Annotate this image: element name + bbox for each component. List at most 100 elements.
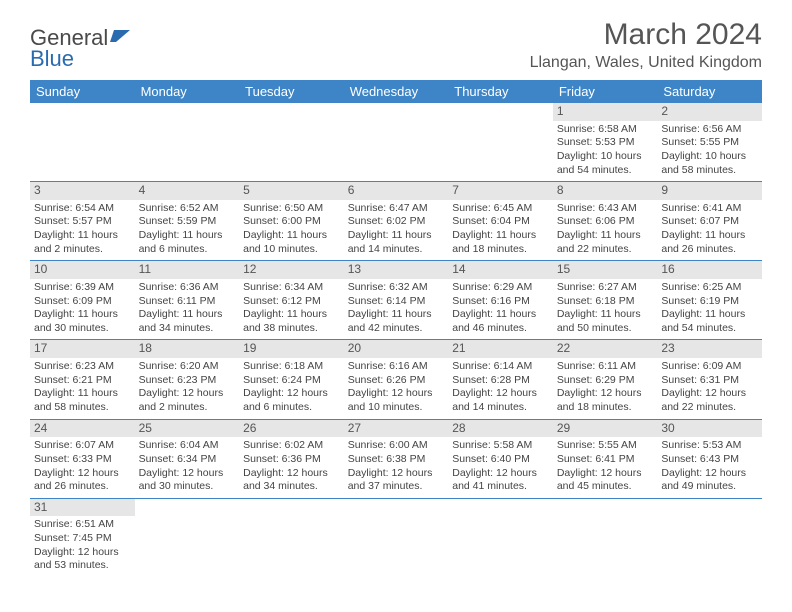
- day-info: Sunrise: 6:45 AMSunset: 6:04 PMDaylight:…: [452, 202, 549, 257]
- sunrise-text: Sunrise: 5:53 AM: [661, 439, 758, 453]
- sunrise-text: Sunrise: 6:43 AM: [557, 202, 654, 216]
- sunset-text: Sunset: 5:55 PM: [661, 136, 758, 150]
- day-number: 18: [135, 340, 240, 358]
- sunrise-text: Sunrise: 6:16 AM: [348, 360, 445, 374]
- sunrise-text: Sunrise: 6:20 AM: [139, 360, 236, 374]
- sunrise-text: Sunrise: 6:52 AM: [139, 202, 236, 216]
- location: Llangan, Wales, United Kingdom: [530, 54, 762, 72]
- day-info: Sunrise: 6:16 AMSunset: 6:26 PMDaylight:…: [348, 360, 445, 415]
- daylight-text: Daylight: 10 hours and 58 minutes.: [661, 150, 758, 177]
- sunrise-text: Sunrise: 6:29 AM: [452, 281, 549, 295]
- calendar-day-cell: 12Sunrise: 6:34 AMSunset: 6:12 PMDayligh…: [239, 261, 344, 340]
- header: General March 2024 Llangan, Wales, Unite…: [30, 18, 762, 72]
- day-number: 13: [344, 261, 449, 279]
- daylight-text: Daylight: 11 hours and 58 minutes.: [34, 387, 131, 414]
- flag-icon: [110, 24, 132, 50]
- sunrise-text: Sunrise: 6:23 AM: [34, 360, 131, 374]
- sunset-text: Sunset: 6:06 PM: [557, 215, 654, 229]
- day-info: Sunrise: 6:34 AMSunset: 6:12 PMDaylight:…: [243, 281, 340, 336]
- day-number: 4: [135, 182, 240, 200]
- daylight-text: Daylight: 11 hours and 46 minutes.: [452, 308, 549, 335]
- calendar-day-cell: 20Sunrise: 6:16 AMSunset: 6:26 PMDayligh…: [344, 340, 449, 419]
- day-number: 5: [239, 182, 344, 200]
- day-number: 7: [448, 182, 553, 200]
- sunrise-text: Sunrise: 6:11 AM: [557, 360, 654, 374]
- sunset-text: Sunset: 6:19 PM: [661, 295, 758, 309]
- daylight-text: Daylight: 11 hours and 14 minutes.: [348, 229, 445, 256]
- day-number: 15: [553, 261, 658, 279]
- calendar-day-cell: 17 Sunrise: 6:23 AMSunset: 6:21 PMDayligh…: [30, 340, 135, 419]
- sunset-text: Sunset: 6:00 PM: [243, 215, 340, 229]
- calendar-day-cell: 8Sunrise: 6:43 AMSunset: 6:06 PMDaylight…: [553, 182, 658, 261]
- sunrise-text: Sunrise: 6:04 AM: [139, 439, 236, 453]
- day-info: Sunrise: 6:23 AMSunset: 6:21 PMDaylight:…: [34, 360, 131, 415]
- day-info: Sunrise: 5:55 AMSunset: 6:41 PMDaylight:…: [557, 439, 654, 494]
- daylight-text: Daylight: 10 hours and 54 minutes.: [557, 150, 654, 177]
- calendar-table: Sunday Monday Tuesday Wednesday Thursday…: [30, 80, 762, 577]
- day-info: Sunrise: 6:51 AMSunset: 7:45 PMDaylight:…: [34, 518, 131, 573]
- calendar-day-cell: 26Sunrise: 6:02 AMSunset: 6:36 PMDayligh…: [239, 419, 344, 498]
- day-number: 19: [239, 340, 344, 358]
- sunset-text: Sunset: 6:34 PM: [139, 453, 236, 467]
- calendar-day-cell: 10 Sunrise: 6:39 AMSunset: 6:09 PMDayligh…: [30, 261, 135, 340]
- daylight-text: Daylight: 12 hours and 26 minutes.: [34, 467, 131, 494]
- sunset-text: Sunset: 5:53 PM: [557, 136, 654, 150]
- calendar-day-cell: 4Sunrise: 6:52 AMSunset: 5:59 PMDaylight…: [135, 182, 240, 261]
- sunrise-text: Sunrise: 6:02 AM: [243, 439, 340, 453]
- sunset-text: Sunset: 5:59 PM: [139, 215, 236, 229]
- day-number: 8: [553, 182, 658, 200]
- calendar-day-cell: 16Sunrise: 6:25 AMSunset: 6:19 PMDayligh…: [657, 261, 762, 340]
- daylight-text: Daylight: 11 hours and 10 minutes.: [243, 229, 340, 256]
- calendar-day-cell: 3Sunrise: 6:54 AMSunset: 5:57 PMDaylight…: [30, 182, 135, 261]
- sunset-text: Sunset: 6:33 PM: [34, 453, 131, 467]
- daylight-text: Daylight: 12 hours and 45 minutes.: [557, 467, 654, 494]
- day-number: 24: [30, 420, 135, 438]
- day-info: Sunrise: 6:39 AMSunset: 6:09 PMDaylight:…: [34, 281, 131, 336]
- day-info: Sunrise: 6:41 AMSunset: 6:07 PMDaylight:…: [661, 202, 758, 257]
- day-number: 22: [553, 340, 658, 358]
- sunrise-text: Sunrise: 6:47 AM: [348, 202, 445, 216]
- calendar-day-cell: 25Sunrise: 6:04 AMSunset: 6:34 PMDayligh…: [135, 419, 240, 498]
- calendar-day-cell: [135, 498, 240, 577]
- sunset-text: Sunset: 6:29 PM: [557, 374, 654, 388]
- sunrise-text: Sunrise: 6:54 AM: [34, 202, 131, 216]
- day-number: 28: [448, 420, 553, 438]
- day-number: 21: [448, 340, 553, 358]
- day-info: Sunrise: 6:04 AMSunset: 6:34 PMDaylight:…: [139, 439, 236, 494]
- day-number: 17: [30, 340, 135, 358]
- calendar-day-cell: 2Sunrise: 6:56 AMSunset: 5:55 PMDaylight…: [657, 103, 762, 182]
- day-number: 2: [657, 103, 762, 121]
- day-number: 23: [657, 340, 762, 358]
- sunset-text: Sunset: 6:38 PM: [348, 453, 445, 467]
- day-number: 10: [30, 261, 135, 279]
- calendar-week-row: 10 Sunrise: 6:39 AMSunset: 6:09 PMDayligh…: [30, 261, 762, 340]
- day-info: Sunrise: 6:58 AMSunset: 5:53 PMDaylight:…: [557, 123, 654, 178]
- calendar-day-cell: [30, 103, 135, 182]
- weekday-head: Tuesday: [239, 80, 344, 103]
- daylight-text: Daylight: 12 hours and 18 minutes.: [557, 387, 654, 414]
- daylight-text: Daylight: 12 hours and 10 minutes.: [348, 387, 445, 414]
- calendar-day-cell: 27Sunrise: 6:00 AMSunset: 6:38 PMDayligh…: [344, 419, 449, 498]
- calendar-day-cell: [135, 103, 240, 182]
- daylight-text: Daylight: 11 hours and 30 minutes.: [34, 308, 131, 335]
- calendar-day-cell: 28Sunrise: 5:58 AMSunset: 6:40 PMDayligh…: [448, 419, 553, 498]
- sunset-text: Sunset: 6:31 PM: [661, 374, 758, 388]
- day-number: 9: [657, 182, 762, 200]
- sunset-text: Sunset: 6:41 PM: [557, 453, 654, 467]
- calendar-day-cell: 30Sunrise: 5:53 AMSunset: 6:43 PMDayligh…: [657, 419, 762, 498]
- calendar-day-cell: 7 Sunrise: 6:45 AMSunset: 6:04 PMDaylight…: [448, 182, 553, 261]
- sunrise-text: Sunrise: 6:25 AM: [661, 281, 758, 295]
- sunrise-text: Sunrise: 6:41 AM: [661, 202, 758, 216]
- calendar-day-cell: 31Sunrise: 6:51 AMSunset: 7:45 PMDayligh…: [30, 498, 135, 577]
- sunset-text: Sunset: 6:02 PM: [348, 215, 445, 229]
- daylight-text: Daylight: 11 hours and 54 minutes.: [661, 308, 758, 335]
- daylight-text: Daylight: 11 hours and 50 minutes.: [557, 308, 654, 335]
- calendar-week-row: 1Sunrise: 6:58 AMSunset: 5:53 PMDaylight…: [30, 103, 762, 182]
- sunrise-text: Sunrise: 6:00 AM: [348, 439, 445, 453]
- calendar-day-cell: [657, 498, 762, 577]
- day-info: Sunrise: 6:36 AMSunset: 6:11 PMDaylight:…: [139, 281, 236, 336]
- calendar-day-cell: 9 Sunrise: 6:41 AMSunset: 6:07 PMDaylight…: [657, 182, 762, 261]
- sunrise-text: Sunrise: 6:14 AM: [452, 360, 549, 374]
- daylight-text: Daylight: 12 hours and 30 minutes.: [139, 467, 236, 494]
- daylight-text: Daylight: 11 hours and 18 minutes.: [452, 229, 549, 256]
